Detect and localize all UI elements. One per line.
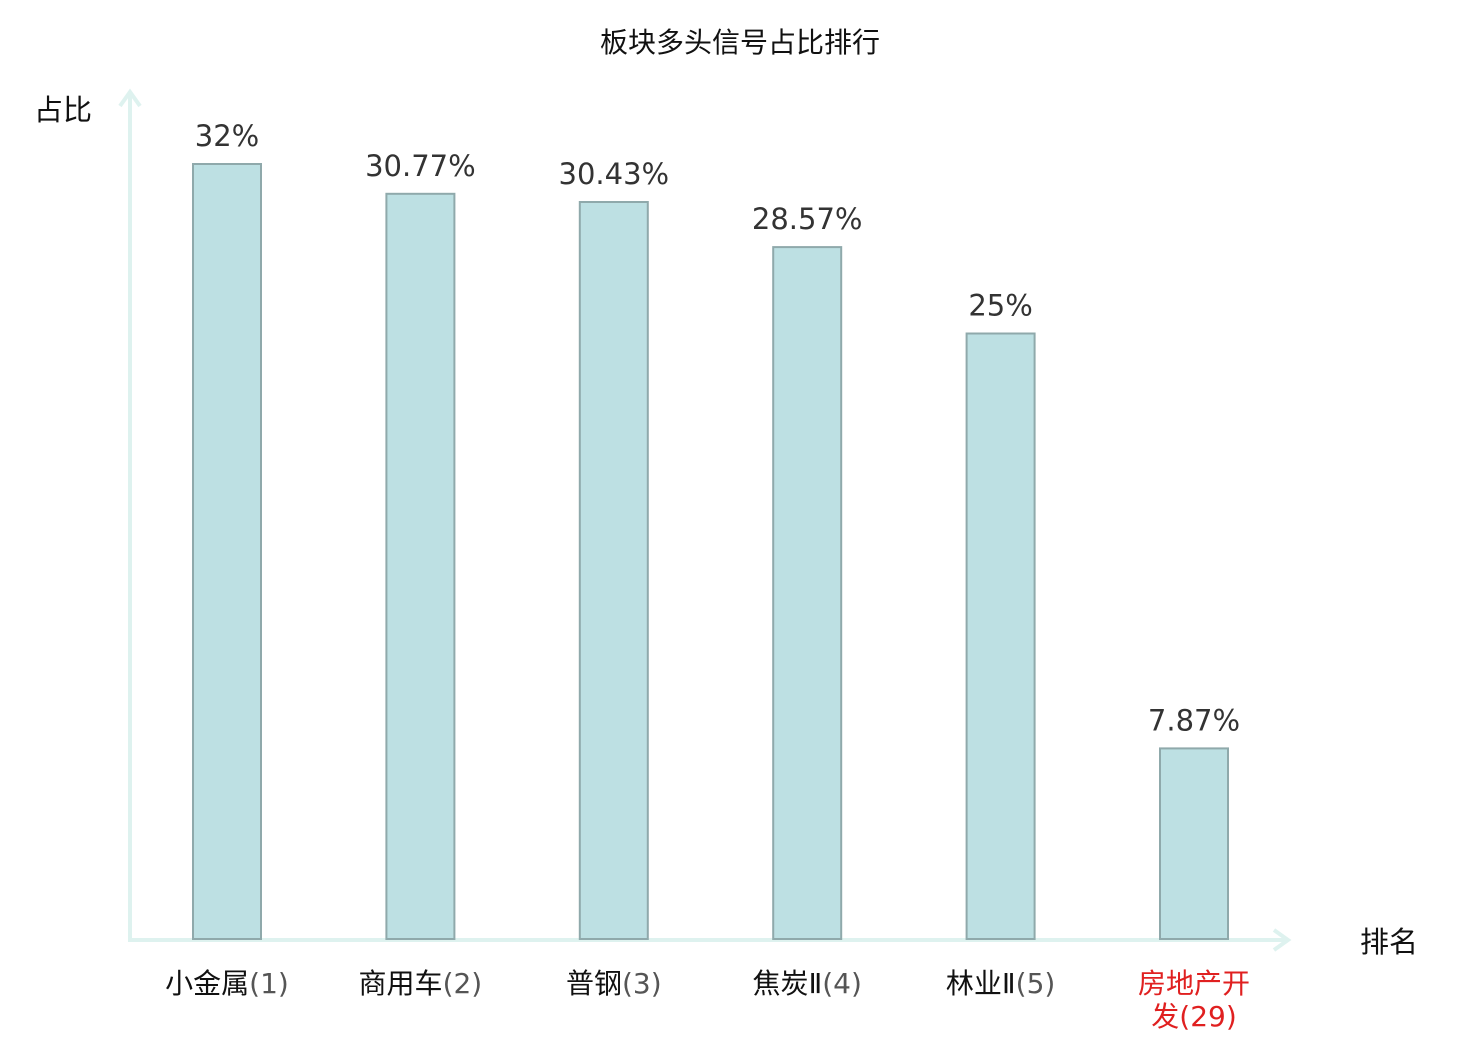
bar-1	[192, 163, 262, 940]
category-rank-1: (1)	[249, 967, 289, 1000]
category-name-5: 林业Ⅱ	[946, 967, 1016, 1000]
category-name-1: 小金属	[165, 967, 249, 1000]
x-axis-arrow	[1272, 928, 1292, 952]
category-rank-6: (29)	[1179, 1000, 1236, 1033]
bar-series	[192, 163, 1229, 941]
category-label-3: 普钢(3)	[566, 967, 662, 1000]
bar-3	[578, 201, 649, 940]
category-rank-2: (2)	[443, 967, 483, 1000]
category-rank-5: (5)	[1016, 967, 1056, 1000]
value-label-3: 30.43%	[559, 157, 670, 191]
value-label-1: 32%	[195, 119, 259, 153]
value-label-4: 28.57%	[752, 202, 863, 236]
bar-2	[385, 192, 456, 941]
value-label-2: 30.77%	[365, 149, 476, 183]
category-rank-3: (3)	[622, 967, 662, 1000]
chart-title: 板块多头信号占比排行	[600, 26, 880, 59]
y-axis-label: 占比	[34, 93, 92, 127]
category-label-4: 焦炭Ⅱ(4)	[752, 967, 861, 1000]
category-name-4: 焦炭Ⅱ	[752, 967, 822, 1000]
bar-4	[772, 246, 843, 941]
y-axis-arrow	[118, 88, 142, 108]
category-label-2: 商用车(2)	[359, 967, 483, 1000]
x-axis-label: 排名	[1360, 925, 1418, 959]
category-name-2: 商用车	[359, 967, 443, 1000]
value-labels: 32% 30.77% 30.43% 28.57% 25% 7.87%	[195, 119, 1240, 737]
bar-6	[1159, 747, 1229, 941]
category-rank-4: (4)	[822, 967, 862, 1000]
category-label-5: 林业Ⅱ(5)	[946, 967, 1055, 1000]
value-label-5: 25%	[968, 289, 1032, 323]
category-label-6-line1: 房地产开	[1138, 967, 1250, 1000]
category-name-6-part2: 发	[1151, 1000, 1179, 1033]
category-name-3: 普钢	[566, 967, 622, 1000]
category-label-1: 小金属(1)	[165, 967, 289, 1000]
category-label-6-line2: 发(29)	[1151, 1000, 1237, 1033]
bar-5	[965, 332, 1036, 940]
value-label-6: 7.87%	[1148, 703, 1240, 737]
